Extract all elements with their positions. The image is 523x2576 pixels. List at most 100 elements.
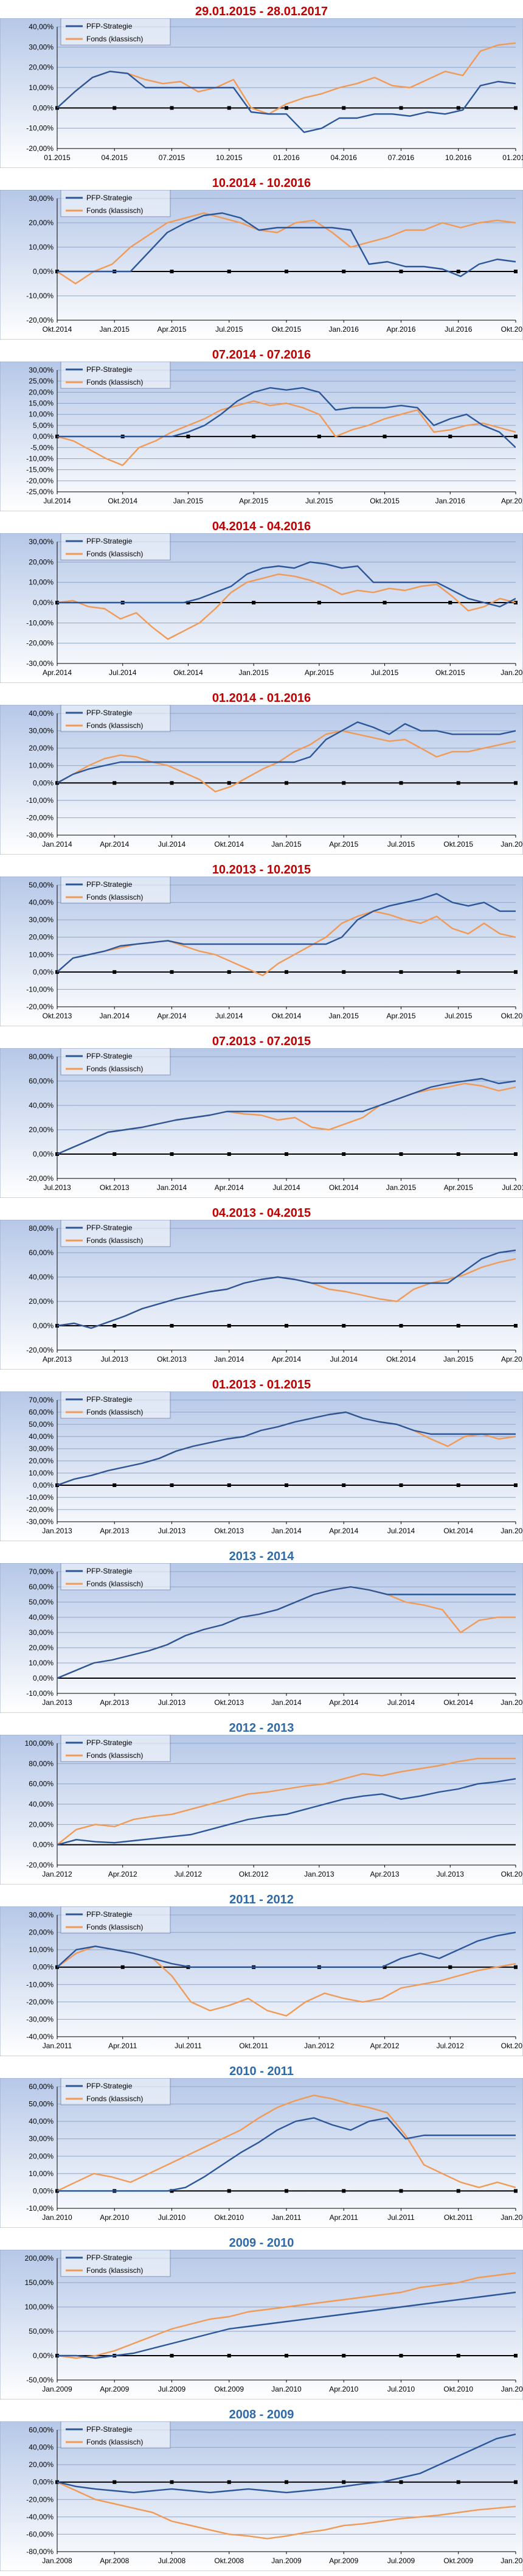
x-tick-label: Apr.2010	[100, 2213, 129, 2222]
y-tick-label: -20,00%	[26, 1505, 54, 1514]
baseline-marker	[170, 1152, 174, 1156]
y-tick-label: -20,00%	[26, 144, 54, 153]
y-tick-label: -20,00%	[26, 1003, 54, 1011]
x-tick-label: Apr.2014	[272, 1355, 301, 1363]
y-tick-label: 40,00%	[29, 1273, 54, 1281]
x-tick-label: Jan.2014	[42, 840, 72, 849]
legend-box	[60, 1563, 171, 1591]
x-tick-label: Jan.2011	[501, 2385, 523, 2393]
baseline-marker	[399, 781, 403, 785]
series-line-fund	[57, 42, 516, 115]
chart-plot: 60,00% 50,00% 40,00% 30,00% 20,00% 10,00% 0,00…	[0, 2078, 523, 2228]
x-tick-label: Apr.2016	[501, 497, 523, 505]
baseline-marker	[113, 781, 117, 785]
x-tick-label: Apr.2011	[108, 2042, 137, 2050]
baseline-marker	[342, 970, 346, 974]
legend: PFP-Strategie Fonds (klassisch)	[60, 877, 171, 904]
series-line-strategy	[57, 2291, 516, 2359]
legend-box	[60, 1048, 171, 1076]
y-tick-label: -20,00%	[26, 1861, 54, 1869]
baseline-marker	[399, 2189, 403, 2193]
x-tick-label: Jul.2012	[175, 1870, 203, 1878]
legend-box	[60, 2421, 171, 2449]
x-tick-label: 01.2016	[273, 153, 300, 162]
x-tick-label: Apr.2009	[100, 2385, 129, 2393]
x-tick-label: Okt.2014	[329, 1183, 359, 1192]
legend-box	[60, 1391, 171, 1419]
x-tick-label: Jan.2013	[304, 1870, 334, 1878]
x-tick-label: Jul.2011	[175, 2042, 202, 2050]
baseline-marker	[317, 435, 321, 439]
x-tick-label: Jul.2010	[387, 2385, 415, 2393]
x-tick-label: Jul.2013	[101, 1355, 129, 1363]
x-tick-label: Okt.2008	[214, 2557, 244, 2565]
baseline-marker	[227, 1152, 231, 1156]
x-tick-label: Apr.2013	[43, 1355, 72, 1363]
legend-label: Fonds (klassisch)	[86, 1751, 143, 1760]
chart-panel: 2011 - 2012 30,00% 20,00% 10,00% 0,00% -10,00…	[0, 1893, 523, 2056]
y-tick-label: 0,00%	[33, 1963, 54, 1972]
y-tick-label: 100,00%	[25, 1739, 54, 1748]
x-tick-label: Jan.2015	[443, 1355, 474, 1363]
baseline-marker	[227, 1324, 231, 1328]
baseline-marker	[399, 1152, 403, 1156]
y-tick-label: 15,00%	[29, 399, 54, 408]
y-tick-label: 50,00%	[29, 2327, 54, 2336]
x-tick-label: 07.2016	[388, 153, 415, 162]
legend-label: PFP-Strategie	[86, 194, 133, 202]
baseline-marker	[170, 270, 174, 273]
x-tick-label: Jan.2015	[173, 497, 204, 505]
baseline-marker	[456, 2189, 460, 2193]
x-tick-label: Okt.2013	[214, 1527, 244, 1535]
x-tick-label: Apr.2014	[100, 840, 129, 849]
y-tick-label: 0,00%	[33, 1674, 54, 1682]
y-tick-label: -20,00%	[26, 477, 54, 485]
legend-label: PFP-Strategie	[86, 1395, 133, 1404]
x-tick-label: Jul.2014	[109, 668, 137, 677]
y-tick-label: 0,00%	[33, 598, 54, 607]
baseline-marker	[342, 1152, 346, 1156]
x-tick-label: Jul.2014	[158, 840, 186, 849]
legend-label: PFP-Strategie	[86, 1910, 133, 1919]
baseline-marker	[514, 970, 518, 974]
y-tick-label: -60,00%	[26, 2530, 54, 2538]
y-tick-label: 150,00%	[25, 2278, 54, 2287]
baseline-marker	[342, 781, 346, 785]
y-tick-label: 20,00%	[29, 558, 54, 566]
series-line-strategy	[57, 893, 516, 973]
baseline-marker	[285, 1152, 288, 1156]
x-tick-label: Jul.2014	[272, 1183, 300, 1192]
x-tick-label: 10.2016	[445, 153, 472, 162]
x-tick-label: Apr.2015	[329, 840, 358, 849]
y-tick-label: 20,00%	[29, 933, 54, 942]
x-tick-label: Okt.2009	[443, 2557, 473, 2565]
y-tick-label: 0,00%	[33, 2351, 54, 2360]
x-tick-label: Jan.2015	[271, 840, 302, 849]
baseline-marker	[399, 106, 403, 110]
x-tick-label: Apr.2014	[157, 1012, 186, 1020]
legend: PFP-Strategie Fonds (klassisch)	[60, 533, 171, 561]
baseline-marker	[285, 1483, 288, 1487]
x-tick-label: Jan.2015	[386, 1183, 417, 1192]
baseline-marker	[342, 1324, 346, 1328]
x-tick-label: Jul.2015	[387, 840, 415, 849]
legend-label: PFP-Strategie	[86, 537, 133, 545]
y-tick-label: 20,00%	[29, 1297, 54, 1306]
y-tick-label: -10,00%	[26, 1689, 54, 1698]
y-tick-label: 0,00%	[33, 2478, 54, 2487]
y-tick-label: 0,00%	[33, 1150, 54, 1158]
legend-label: Fonds (klassisch)	[86, 2438, 143, 2446]
x-tick-label: Jul.2015	[371, 668, 399, 677]
chart-title: 2010 - 2011	[229, 2065, 294, 2078]
baseline-marker	[456, 1324, 460, 1328]
series-line-strategy	[57, 2117, 516, 2192]
baseline-marker	[285, 1324, 288, 1328]
series-line-fund	[57, 1757, 516, 1846]
baseline-marker	[399, 2354, 403, 2357]
chart-title: 07.2013 - 07.2015	[212, 1035, 311, 1048]
legend: PFP-Strategie Fonds (klassisch)	[60, 362, 171, 389]
x-tick-label: Jul.2014	[43, 497, 71, 505]
y-tick-label: -10,00%	[26, 2204, 54, 2213]
x-tick-label: Jan.2014	[271, 1698, 302, 1707]
baseline-marker	[383, 601, 387, 604]
